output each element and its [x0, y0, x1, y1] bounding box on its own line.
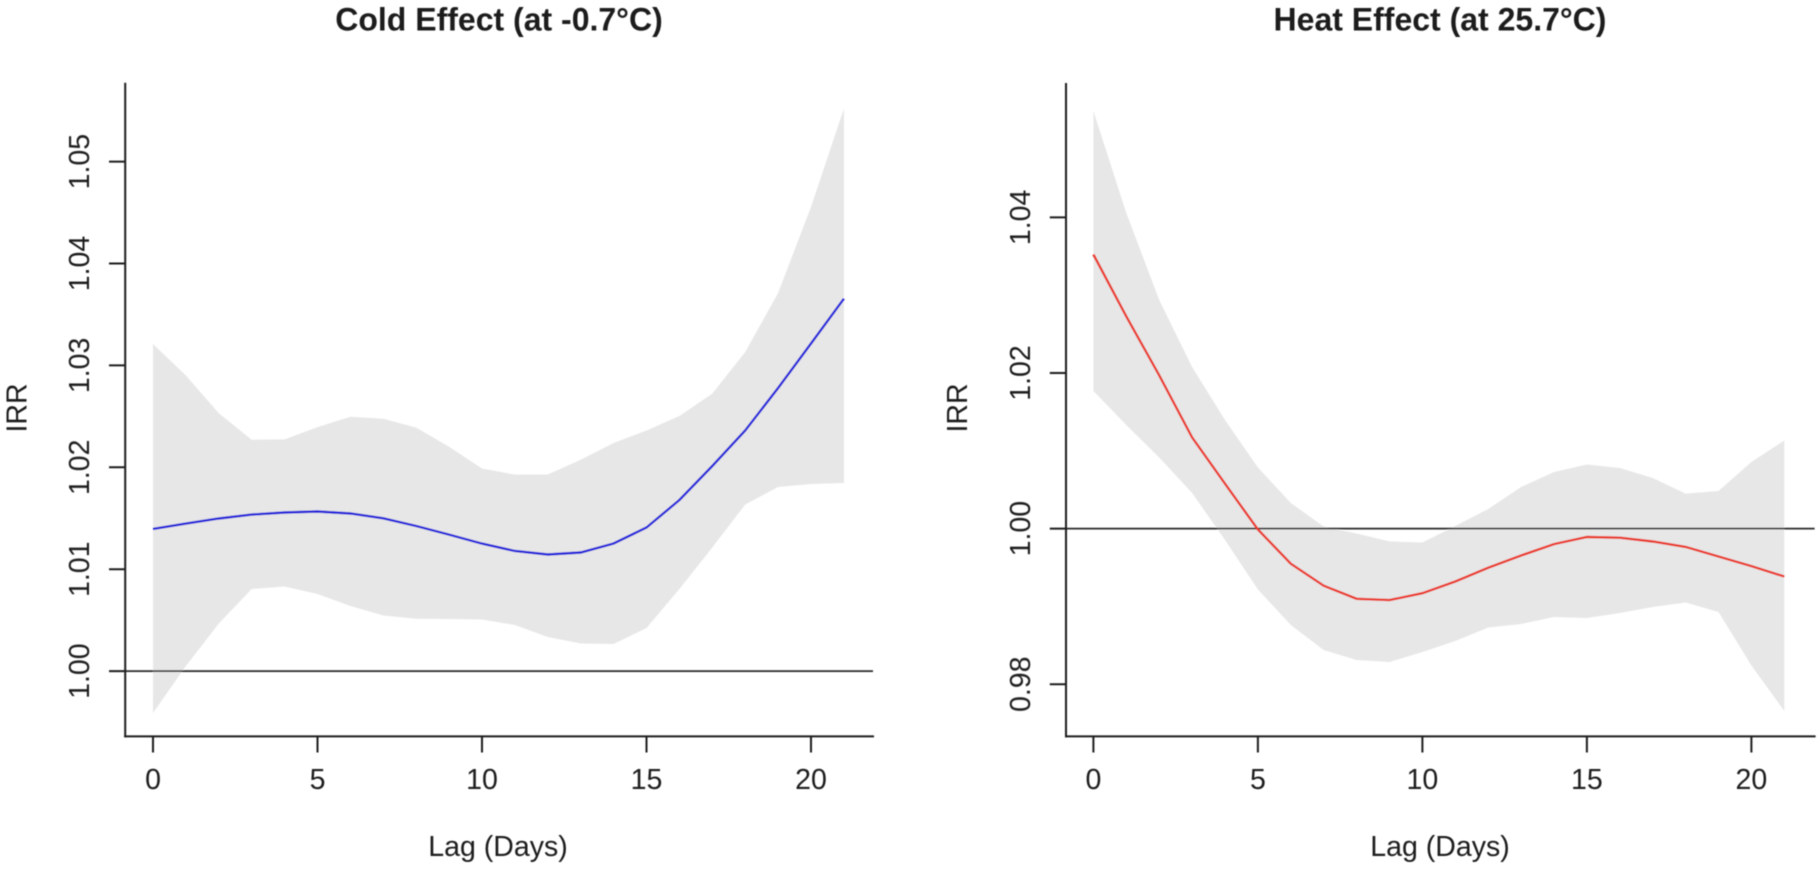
svg-text:1.00: 1.00	[64, 643, 96, 698]
svg-text:10: 10	[466, 764, 498, 796]
svg-text:5: 5	[310, 764, 326, 796]
svg-text:10: 10	[1407, 764, 1439, 796]
svg-text:20: 20	[795, 764, 827, 796]
svg-text:0: 0	[1085, 764, 1101, 796]
svg-text:IRR: IRR	[2, 383, 34, 432]
svg-text:0.98: 0.98	[1005, 656, 1037, 711]
svg-text:IRR: IRR	[942, 383, 974, 432]
svg-text:1.02: 1.02	[1005, 345, 1037, 400]
svg-text:1.03: 1.03	[64, 338, 96, 393]
svg-text:1.02: 1.02	[64, 440, 96, 495]
svg-text:Cold Effect (at -0.7°C): Cold Effect (at -0.7°C)	[335, 2, 662, 38]
svg-text:0: 0	[145, 764, 161, 796]
svg-text:1.05: 1.05	[64, 134, 96, 189]
svg-text:Heat Effect (at 25.7°C): Heat Effect (at 25.7°C)	[1274, 2, 1607, 38]
svg-text:20: 20	[1736, 764, 1768, 796]
svg-text:1.01: 1.01	[64, 541, 96, 596]
svg-text:15: 15	[631, 764, 663, 796]
svg-text:5: 5	[1250, 764, 1266, 796]
svg-text:Lag (Days): Lag (Days)	[1370, 831, 1509, 863]
svg-text:1.00: 1.00	[1005, 501, 1037, 556]
svg-text:1.04: 1.04	[64, 236, 96, 292]
svg-text:Lag (Days): Lag (Days)	[428, 831, 567, 863]
svg-text:1.04: 1.04	[1005, 190, 1037, 246]
svg-text:15: 15	[1571, 764, 1603, 796]
